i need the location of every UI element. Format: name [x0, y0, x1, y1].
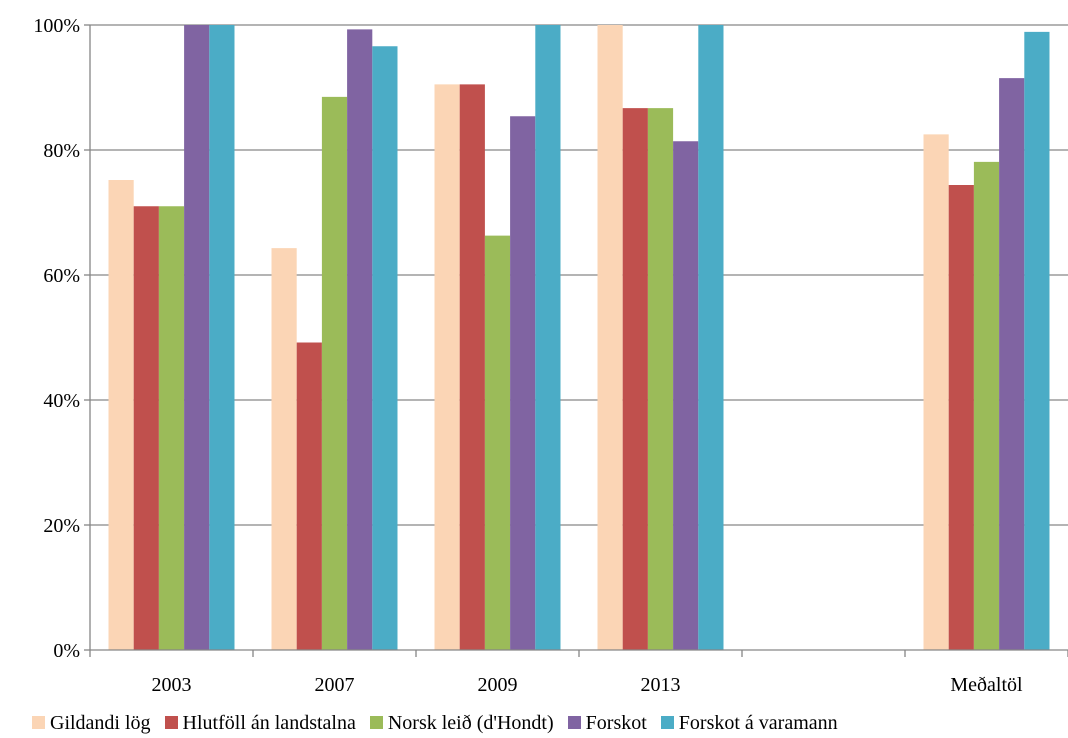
legend-swatch — [567, 716, 581, 729]
legend-label: Forskot á varamann — [678, 712, 838, 734]
legend-label: Hlutföll án landstalna — [182, 712, 356, 734]
legend-swatch — [164, 716, 178, 729]
bar — [296, 342, 322, 650]
bar — [108, 180, 134, 650]
bar — [510, 116, 536, 650]
bar — [999, 78, 1025, 650]
y-tick-label: 20% — [43, 515, 80, 537]
legend-label: Gildandi lög — [50, 712, 151, 734]
bars — [108, 25, 1050, 650]
bar — [372, 46, 398, 650]
x-tick-label: 2007 — [315, 674, 355, 696]
bar — [923, 134, 949, 650]
bar — [673, 141, 699, 650]
y-tick-label: 60% — [43, 265, 80, 287]
bar — [321, 96, 348, 650]
bar — [1024, 31, 1050, 650]
bar — [347, 29, 373, 650]
bar — [271, 248, 297, 650]
legend-swatch — [660, 716, 674, 729]
bar — [133, 206, 159, 650]
x-tick-label: Meðaltöl — [950, 674, 1023, 696]
bar — [158, 206, 185, 650]
bar — [973, 161, 1000, 650]
y-tick-label: 80% — [43, 140, 80, 162]
bar — [209, 25, 235, 650]
bar — [484, 235, 511, 650]
bar-chart: 0% 20% 40% 60% 80% 100% 2003 2007 2009 2013 Meðalt… — [33, 15, 1068, 696]
bar — [459, 84, 485, 650]
bar — [535, 25, 561, 650]
legend-item: Norsk leið (d'Hondt) — [369, 712, 554, 735]
y-tick-label: 100% — [33, 15, 80, 37]
legend-swatch — [32, 716, 45, 729]
bar — [184, 25, 210, 650]
legend-swatch — [369, 716, 383, 729]
y-tick-label: 40% — [43, 390, 80, 412]
bar — [647, 108, 674, 650]
bar — [622, 108, 648, 650]
bar — [597, 25, 623, 650]
y-tick-label: 0% — [53, 640, 80, 662]
x-tick-label: 2009 — [478, 674, 518, 696]
legend-item: Forskot — [567, 712, 647, 735]
legend-label: Forskot — [585, 712, 647, 734]
x-tick-label: 2003 — [152, 674, 192, 696]
legend: Gildandi lög Hlutföll án landstalna Norsk … — [32, 712, 852, 738]
legend-label: Norsk leið (d'Hondt) — [387, 712, 554, 734]
legend-item: Gildandi lög — [32, 712, 151, 735]
bar — [434, 84, 460, 650]
gridlines — [90, 24, 1068, 526]
axes: 0% 20% 40% 60% 80% 100% 2003 2007 2009 2013 Meðalt… — [33, 15, 1068, 696]
bar — [948, 185, 974, 650]
bar — [698, 25, 724, 650]
legend-item: Forskot á varamann — [660, 712, 838, 735]
x-tick-label: 2013 — [641, 674, 681, 696]
legend-item: Hlutföll án landstalna — [164, 712, 356, 735]
